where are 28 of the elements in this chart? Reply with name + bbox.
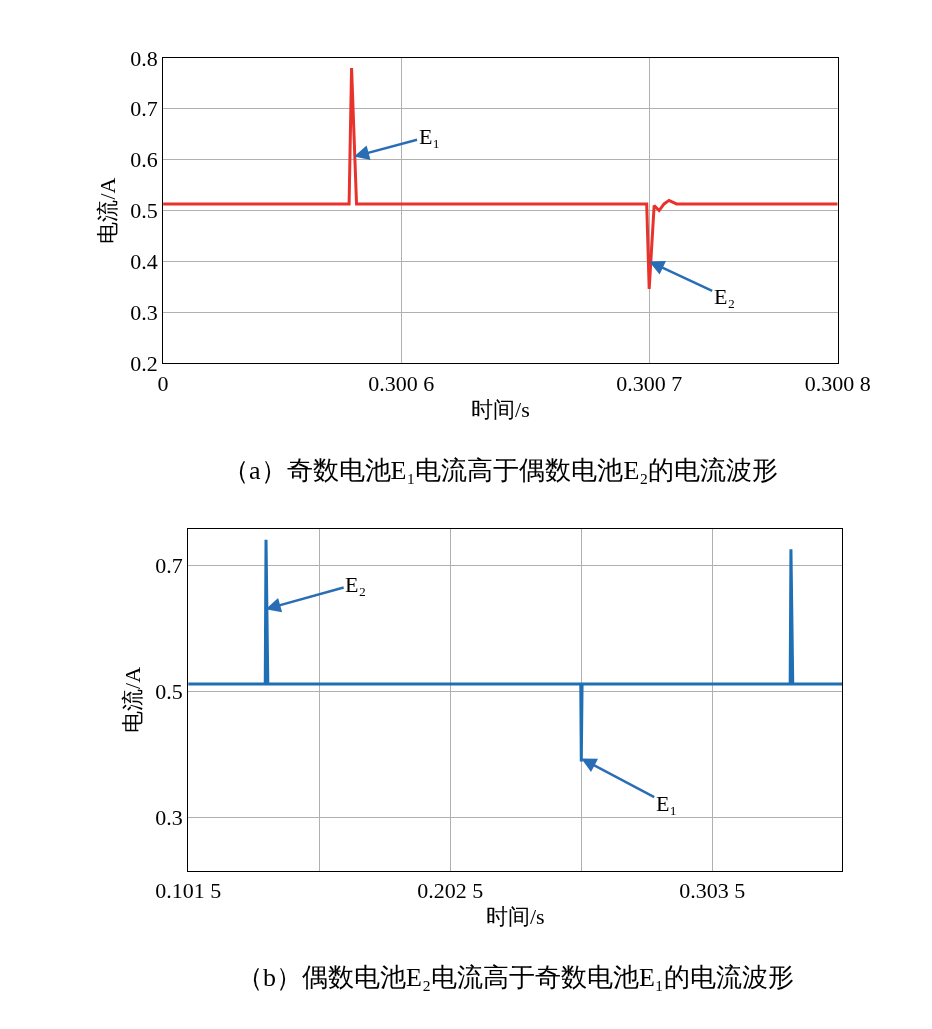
x-axis-title: 时间/s: [471, 396, 530, 422]
y-tick-label: 0.2: [130, 350, 158, 376]
text: （b）偶数电池E₂电流高于奇数电池E₁的电流波形: [237, 963, 794, 992]
x-tick-label: 0.300 8: [804, 370, 871, 396]
text: （a）奇数电池E₁电流高于偶数电池E₂的电流波形: [223, 456, 779, 485]
y-tick-label: 0.5: [155, 678, 183, 704]
y-tick-label: 0.7: [155, 552, 183, 578]
y-axis-title: 电流/A: [120, 666, 146, 733]
annotation: E₂: [714, 284, 736, 309]
x-tick-label: 0.300 7: [616, 370, 683, 396]
x-tick-label: 0.303 5: [679, 878, 746, 904]
x-tick-label: 0: [157, 370, 169, 396]
y-axis-title: 电流/A: [94, 177, 120, 244]
annotation: E₂: [345, 572, 367, 597]
y-tick-label: 0.8: [130, 45, 158, 71]
y-tick-label: 0.4: [130, 249, 158, 275]
annotation: E₁: [419, 124, 441, 149]
y-tick-label: 0.7: [130, 96, 158, 122]
line-series: [163, 66, 838, 291]
x-tick-label: 0.300 6: [368, 370, 435, 396]
y-tick-label: 0.6: [130, 147, 158, 173]
annotation: E₁: [656, 791, 678, 816]
x-axis-title: 时间/s: [485, 903, 545, 929]
y-tick-label: 0.5: [130, 198, 158, 224]
x-tick-label: 0.101 5: [155, 878, 222, 904]
x-tick-label: 0.202 5: [417, 878, 484, 904]
y-tick-label: 0.3: [155, 804, 183, 830]
y-tick-label: 0.3: [130, 300, 158, 326]
